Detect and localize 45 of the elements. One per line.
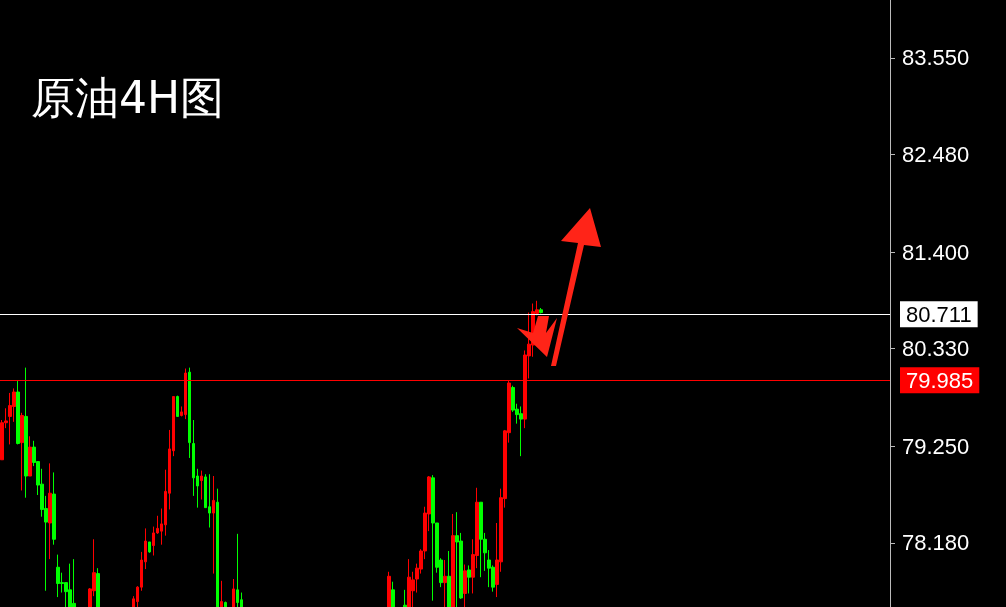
candlestick (403, 589, 407, 607)
candlestick (24, 367, 28, 499)
candlestick (224, 601, 227, 607)
candlestick (48, 462, 52, 560)
candlestick (208, 473, 211, 529)
candlestick (28, 435, 32, 477)
candlestick (16, 379, 20, 445)
candlestick (479, 501, 483, 578)
candlestick (407, 558, 411, 607)
candlestick (188, 367, 191, 459)
y-tick-label: 83.550 (902, 45, 970, 71)
candlestick (176, 395, 179, 417)
candlestick (212, 475, 215, 575)
candlestick (200, 470, 203, 501)
text: 原油4H图 (31, 71, 225, 123)
y-tick-label: 81.400 (902, 239, 970, 265)
candlestick (539, 307, 543, 314)
candlestick (216, 488, 219, 607)
y-tick-label: 82.480 (902, 141, 970, 167)
candlestick (72, 558, 76, 607)
ref-line-label: 79.985 (906, 367, 974, 393)
candlestick (220, 580, 223, 607)
candlestick (148, 541, 151, 554)
candlestick (451, 513, 455, 607)
candlestick (447, 550, 451, 607)
candlestick (232, 578, 235, 607)
candlestick (20, 412, 24, 491)
candlestick (96, 567, 100, 607)
candlestick (467, 564, 471, 594)
candlestick (519, 405, 523, 457)
y-tick-label: 78.180 (902, 530, 970, 556)
candlestick (387, 571, 391, 607)
candlestick (443, 559, 447, 607)
candlestick (431, 474, 435, 602)
candlestick (455, 511, 459, 607)
candlestick (68, 563, 72, 607)
candlestick (52, 471, 56, 546)
y-tick-label: 79.250 (902, 433, 970, 459)
candlestick (8, 392, 12, 445)
candlestick (463, 564, 467, 607)
candlestick (236, 533, 239, 607)
candlestick (56, 554, 60, 598)
ref-line-label: 80.711 (906, 301, 972, 327)
candlestick (391, 581, 395, 607)
y-tick-label: 80.330 (902, 336, 970, 362)
